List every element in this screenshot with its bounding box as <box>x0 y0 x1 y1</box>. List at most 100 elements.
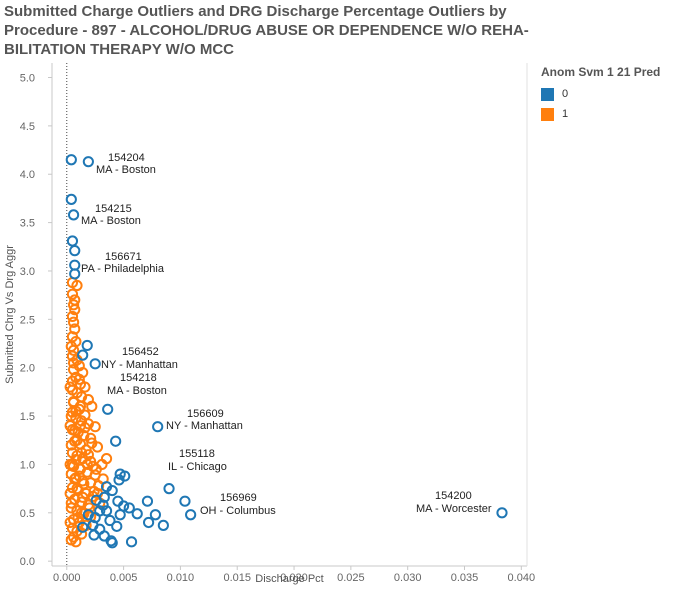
data-point-series-1[interactable] <box>78 478 90 490</box>
data-point-series-0[interactable] <box>69 245 81 257</box>
data-point-series-0[interactable] <box>111 520 123 532</box>
data-point-series-1[interactable] <box>71 434 83 446</box>
data-point-series-0[interactable] <box>88 529 100 541</box>
data-point-series-1[interactable] <box>67 299 80 311</box>
data-point-series-1[interactable] <box>64 420 76 432</box>
y-tick-label: 4.5 <box>20 121 35 133</box>
data-point-series-1[interactable] <box>67 316 80 328</box>
data-point-series-1[interactable] <box>70 536 82 548</box>
data-point-series-1[interactable] <box>69 473 81 485</box>
data-point-series-0[interactable] <box>106 484 118 497</box>
annotation-provider-id: 154215 <box>95 203 132 215</box>
data-point-series-0[interactable] <box>149 509 162 521</box>
data-point-series-0[interactable] <box>142 516 155 529</box>
annotation-provider-id: 156452 <box>122 346 159 358</box>
data-point-series-1[interactable] <box>71 279 83 292</box>
data-point-series-1[interactable] <box>85 432 97 444</box>
y-tick-label: 3.0 <box>20 266 35 278</box>
y-tick-label: 0.0 <box>20 556 35 568</box>
data-point-series-0[interactable] <box>163 483 175 495</box>
data-point-series-0[interactable] <box>100 505 113 517</box>
data-point-series-0[interactable] <box>157 519 169 531</box>
annotation-city: MA - Worcester <box>416 503 492 515</box>
data-point-series-0[interactable] <box>77 349 89 361</box>
annotation-provider-id: 156671 <box>105 251 142 263</box>
y-tick-label: 2.5 <box>20 314 35 326</box>
data-point-series-1[interactable] <box>64 487 76 500</box>
data-point-series-0[interactable] <box>152 421 164 433</box>
data-point-series-0[interactable] <box>81 339 93 352</box>
data-point-series-1[interactable] <box>70 405 82 417</box>
x-tick-label: 0.020 <box>280 572 308 584</box>
y-axis-title: Submitted Chrg Vs Drg Aggr <box>4 245 16 384</box>
data-point-series-0[interactable] <box>141 495 154 507</box>
legend-swatch-0 <box>541 87 554 101</box>
data-point-series-1[interactable] <box>67 357 80 369</box>
data-point-series-1[interactable] <box>74 420 87 432</box>
data-point-series-0[interactable] <box>89 358 101 370</box>
data-point-series-0[interactable] <box>65 154 77 166</box>
data-point-series-1[interactable] <box>82 449 94 461</box>
data-point-series-1[interactable] <box>77 491 89 503</box>
data-point-series-1[interactable] <box>67 344 80 356</box>
legend-label-0: 0 <box>562 88 569 100</box>
annotation-provider-id: 156609 <box>187 408 224 420</box>
data-point-series-1[interactable] <box>75 507 88 519</box>
data-point-series-1[interactable] <box>64 381 76 393</box>
data-point-series-0[interactable] <box>82 509 94 521</box>
data-point-series-0[interactable] <box>117 500 130 512</box>
data-point-series-0[interactable] <box>113 474 125 486</box>
annotation-provider-id: 154200 <box>435 490 472 502</box>
data-point-series-0[interactable] <box>110 435 122 447</box>
data-point-series-1[interactable] <box>73 373 85 385</box>
y-tick-label: 3.5 <box>20 218 35 230</box>
data-point-series-1[interactable] <box>69 304 81 316</box>
annotation-provider-id: 154218 <box>120 372 157 384</box>
y-tick-label: 0.5 <box>20 508 35 520</box>
data-point-series-1[interactable] <box>79 381 91 393</box>
data-point-series-1[interactable] <box>66 288 79 300</box>
data-point-series-0[interactable] <box>98 530 110 542</box>
legend-item-1[interactable]: 1 <box>541 104 660 124</box>
data-point-series-1[interactable] <box>75 496 88 508</box>
x-tick-label: 0.015 <box>223 572 251 584</box>
annotation-provider-id: 154204 <box>108 152 145 164</box>
data-point-series-0[interactable] <box>69 268 81 280</box>
data-point-series-0[interactable] <box>496 507 508 519</box>
data-point-series-1[interactable] <box>86 400 98 412</box>
data-point-series-0[interactable] <box>67 209 80 221</box>
data-point-series-0[interactable] <box>77 521 89 533</box>
data-point-series-0[interactable] <box>97 499 109 511</box>
data-point-series-0[interactable] <box>65 193 77 205</box>
data-point-series-1[interactable] <box>66 458 79 471</box>
data-point-series-0[interactable] <box>102 403 114 415</box>
data-point-series-1[interactable] <box>83 502 96 514</box>
x-tick-label: 0.035 <box>451 572 479 584</box>
data-point-series-0[interactable] <box>66 235 79 247</box>
data-point-series-1[interactable] <box>66 310 79 323</box>
data-point-series-0[interactable] <box>104 514 116 527</box>
data-point-series-0[interactable] <box>131 508 143 520</box>
data-point-series-0[interactable] <box>106 537 118 549</box>
data-point-series-0[interactable] <box>179 495 191 507</box>
data-point-series-0[interactable] <box>125 536 138 548</box>
legend-label-1: 1 <box>562 108 569 120</box>
data-point-series-0[interactable] <box>87 519 99 531</box>
legend-item-0[interactable]: 0 <box>541 84 660 104</box>
data-point-series-1[interactable] <box>64 516 76 529</box>
x-tick-label: 0.000 <box>53 572 81 584</box>
y-tick-label: 5.0 <box>20 73 35 85</box>
data-point-series-0[interactable] <box>185 509 197 521</box>
data-point-series-1[interactable] <box>89 421 101 433</box>
data-point-series-1[interactable] <box>65 502 77 514</box>
annotation-city: MA - Boston <box>96 164 156 176</box>
data-points <box>64 154 508 549</box>
data-point-series-0[interactable] <box>94 505 106 517</box>
data-point-series-1[interactable] <box>86 437 98 449</box>
data-point-series-1[interactable] <box>87 460 99 472</box>
data-point-series-1[interactable] <box>75 447 88 459</box>
annotation-city: NY - Manhattan <box>101 359 178 371</box>
data-point-series-0[interactable] <box>82 156 94 168</box>
data-point-series-0[interactable] <box>123 502 135 514</box>
